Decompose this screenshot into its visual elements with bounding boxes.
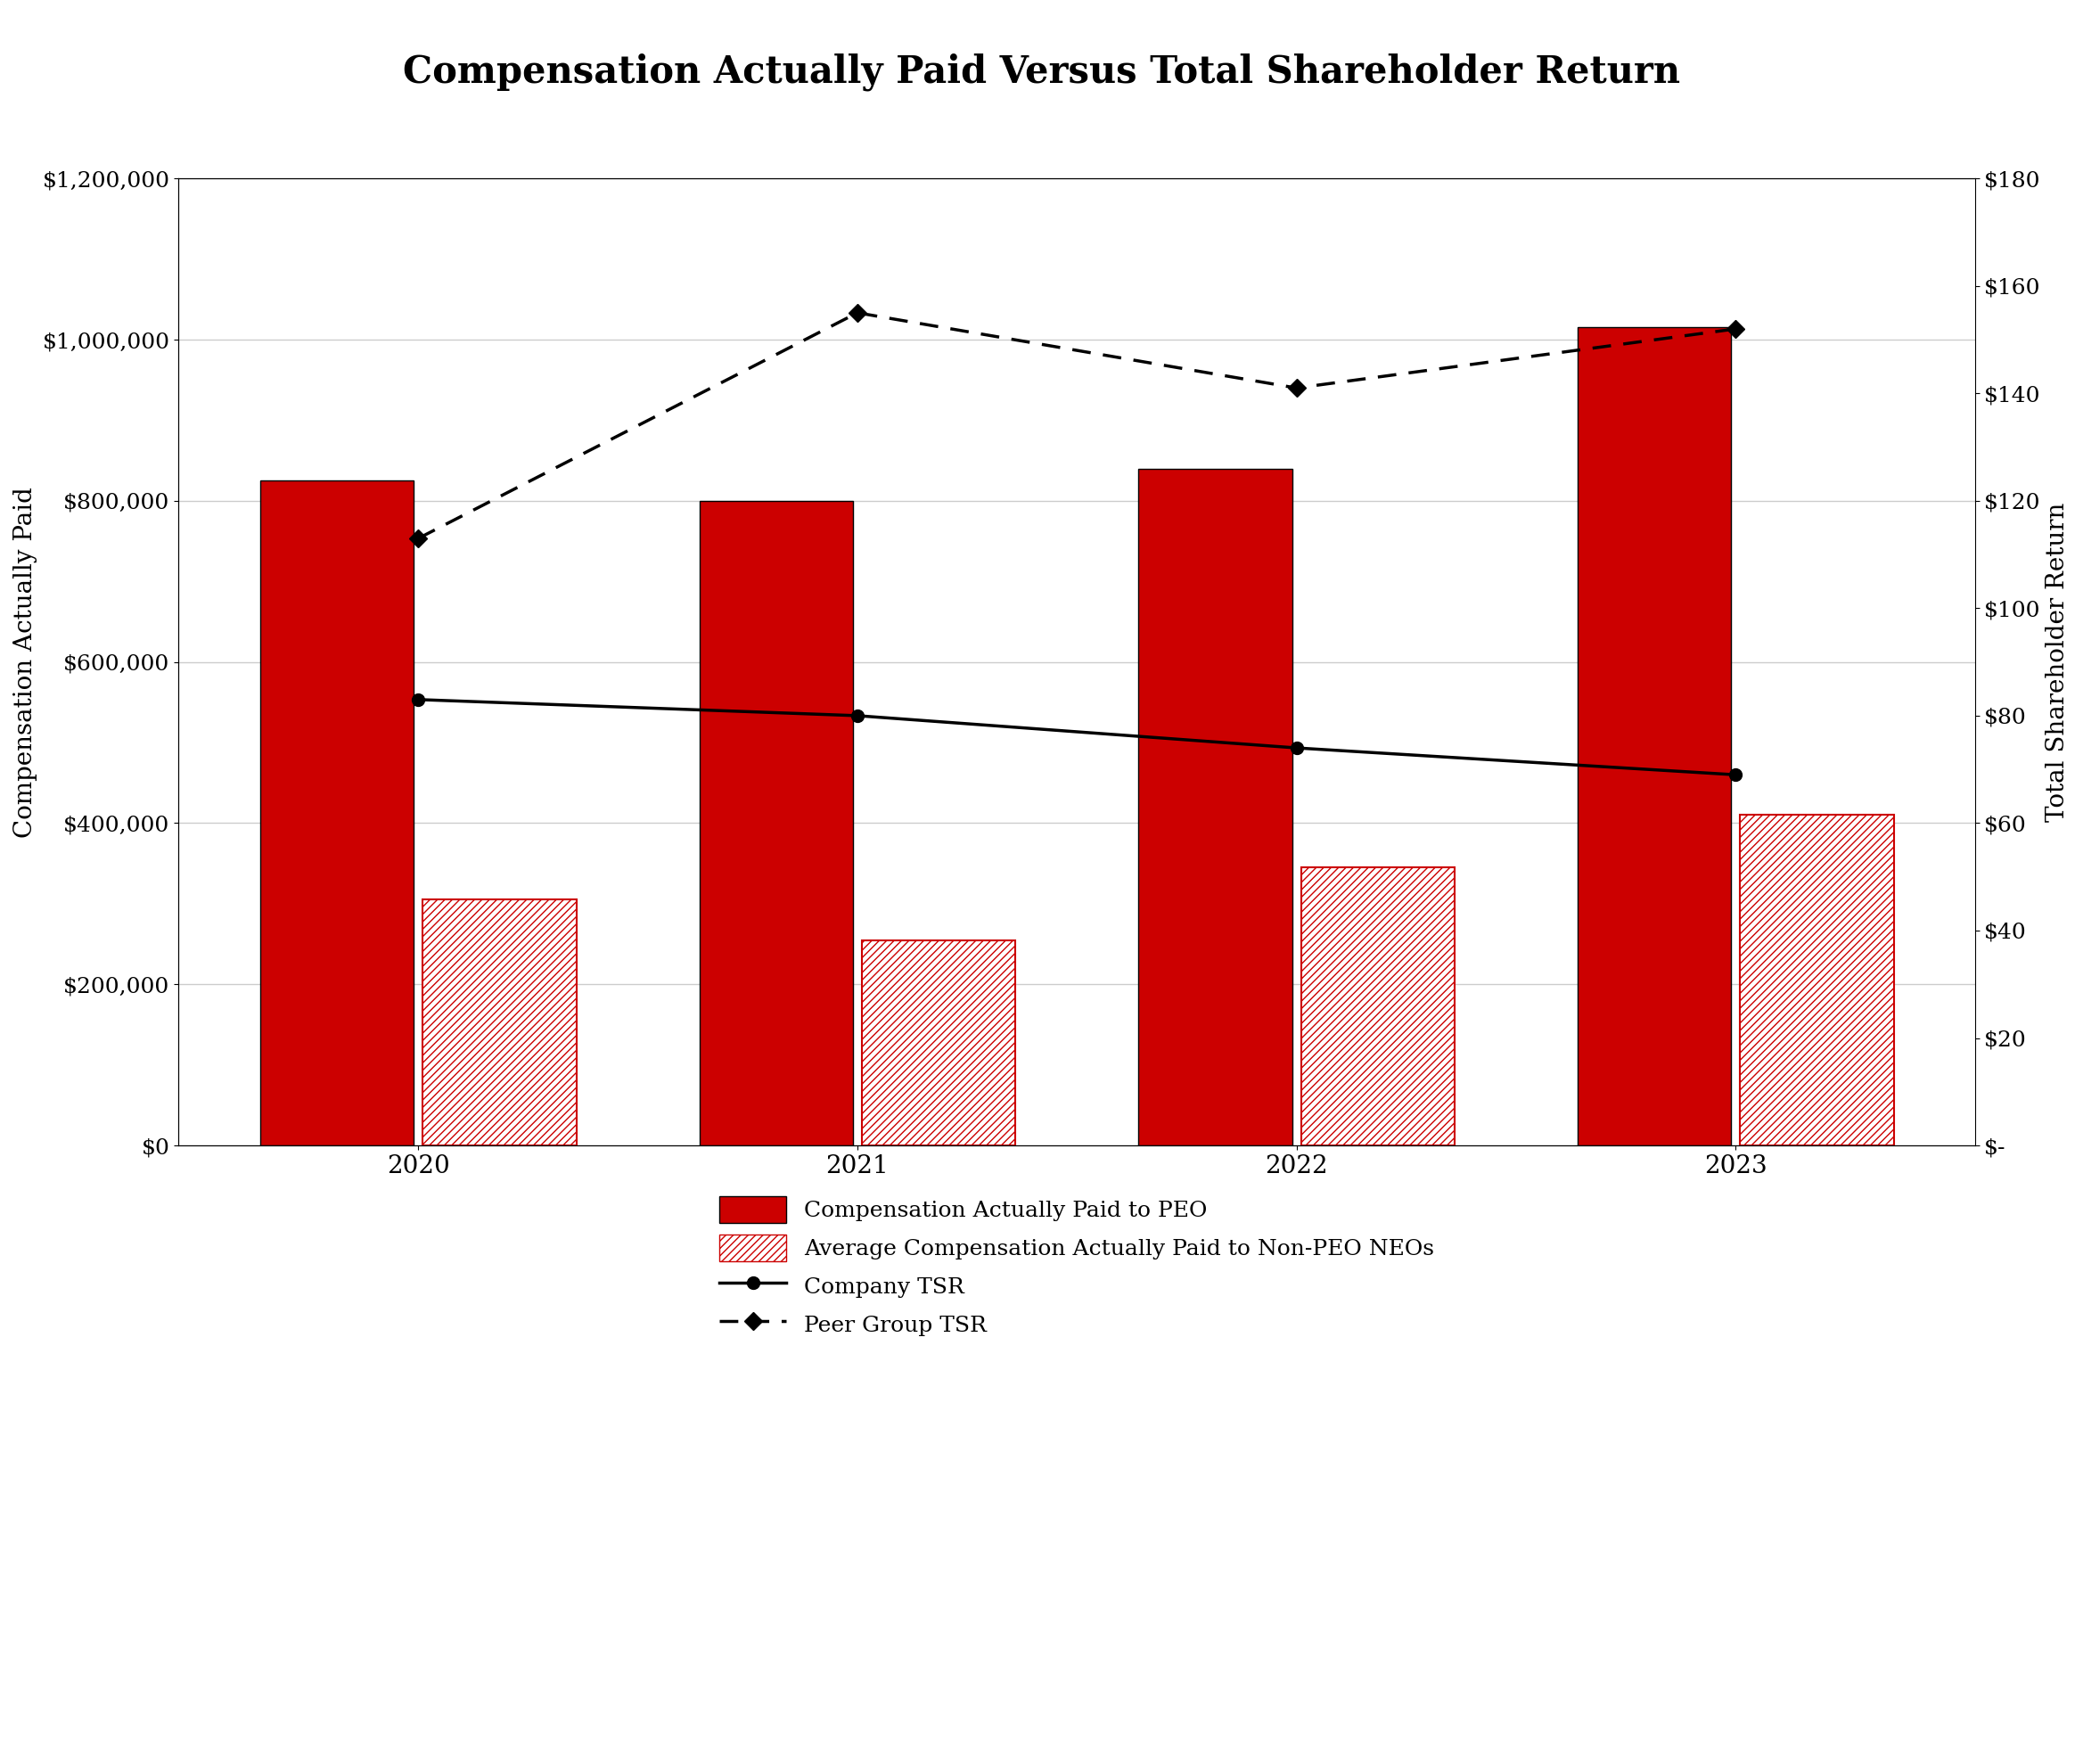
Bar [1139, 469, 1291, 1145]
Bar [862, 940, 1014, 1145]
Bar [1577, 328, 1731, 1145]
Bar [700, 501, 852, 1145]
Bar [260, 480, 415, 1145]
Bar [1739, 815, 1893, 1145]
Text: Compensation Actually Paid Versus Total Shareholder Return: Compensation Actually Paid Versus Total … [402, 53, 1681, 90]
Y-axis label: Compensation Actually Paid: Compensation Actually Paid [12, 487, 37, 838]
Bar [423, 900, 577, 1145]
Y-axis label: Total Shareholder Return: Total Shareholder Return [2046, 503, 2071, 822]
Bar [1302, 868, 1454, 1145]
Legend: Compensation Actually Paid to PEO, Average Compensation Actually Paid to Non-PEO: Compensation Actually Paid to PEO, Avera… [710, 1187, 1444, 1348]
